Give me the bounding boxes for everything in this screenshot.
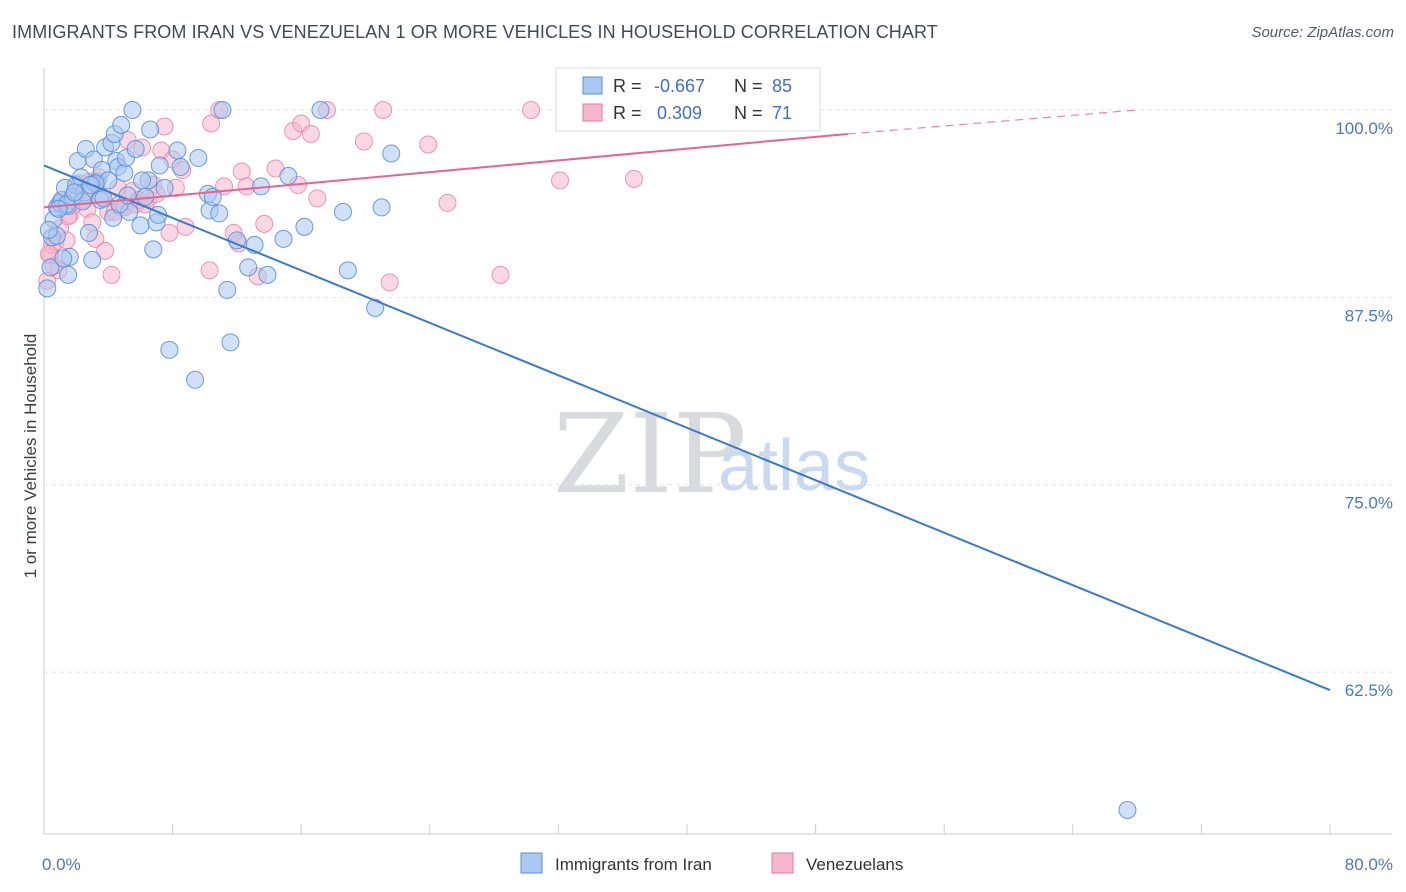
- iran-point: [210, 204, 229, 223]
- iran-point: [38, 279, 57, 298]
- venezuelans-point: [419, 135, 438, 154]
- venezuelans-point: [232, 162, 251, 181]
- iran-point: [133, 171, 152, 190]
- iran-point: [333, 202, 352, 221]
- y-axis-label: 1 or more Vehicles in Household: [21, 334, 40, 579]
- x-tick-label: 0.0%: [42, 855, 81, 874]
- iran-point: [189, 148, 208, 167]
- watermark-zip: ZIP: [553, 390, 747, 518]
- iran-point: [382, 144, 401, 163]
- venezuelans-point: [624, 169, 643, 188]
- venezuelans-r-value: 0.309: [657, 103, 702, 123]
- venezuelans-point: [438, 193, 457, 212]
- iran-point: [372, 198, 391, 217]
- axes: [43, 68, 1392, 835]
- iran-point: [186, 370, 205, 389]
- iran-point: [54, 249, 73, 268]
- y-tick-label: 100.0%: [1335, 119, 1393, 138]
- iran-point: [141, 120, 160, 139]
- venezuelans-point: [380, 273, 399, 292]
- iran-point: [221, 333, 240, 352]
- chart-title: IMMIGRANTS FROM IRAN VS VENEZUELAN 1 OR …: [12, 22, 938, 42]
- iran-point: [1118, 801, 1137, 820]
- venezuelans-point: [255, 214, 274, 233]
- bottom-legend: Immigrants from Iran Venezuelans: [520, 852, 903, 874]
- venezuelans-point: [96, 241, 115, 260]
- iran-point: [311, 100, 330, 119]
- venezuelans-point: [160, 223, 179, 242]
- iran-point: [39, 220, 58, 239]
- iran-point: [65, 183, 84, 202]
- iran-point: [295, 217, 314, 236]
- iran-r-label: R =: [613, 76, 642, 96]
- iran-point: [366, 298, 385, 317]
- y-tick-label: 62.5%: [1345, 681, 1393, 700]
- iran-trend-line: [43, 164, 1331, 692]
- venezuelans-n-value: 71: [772, 103, 792, 123]
- venezuelans-point: [522, 100, 541, 119]
- iran-point: [239, 258, 258, 277]
- venezuelans-point: [551, 171, 570, 190]
- iran-point: [123, 100, 142, 119]
- iran-point: [218, 280, 237, 299]
- iran-point: [171, 157, 190, 176]
- venezuelans-point: [202, 114, 221, 133]
- iran-point: [80, 223, 99, 242]
- iran-point: [160, 340, 179, 359]
- iran-point: [126, 139, 145, 158]
- y-tick-label: 75.0%: [1345, 494, 1393, 513]
- iran-swatch: [582, 76, 603, 95]
- iran-point: [49, 199, 68, 218]
- iran-point: [83, 250, 102, 269]
- tick-labels: 100.0% 87.5% 75.0% 62.5% 0.0% 80.0%: [42, 119, 1393, 874]
- venezuelans-swatch: [582, 103, 603, 122]
- x-tick-label: 80.0%: [1345, 855, 1393, 874]
- venezuelans-trend-extension: [847, 109, 1138, 135]
- iran-n-label: N =: [734, 76, 763, 96]
- iran-point: [258, 265, 277, 284]
- venezuelans-point: [155, 117, 174, 136]
- legend-venezuelans-label: Venezuelans: [806, 855, 903, 874]
- iran-point: [279, 166, 298, 185]
- iran-point: [131, 216, 150, 235]
- iran-point: [168, 141, 187, 160]
- venezuelans-point: [491, 265, 510, 284]
- chart-source: Source: ZipAtlas.com: [1251, 24, 1394, 41]
- legend-iran-label: Immigrants from Iran: [555, 855, 712, 874]
- iran-n-value: 85: [772, 76, 792, 96]
- venezuelans-point: [301, 124, 320, 143]
- iran-point: [112, 115, 131, 134]
- legend-venezuelans-swatch: [771, 852, 794, 874]
- venezuelans-point: [308, 189, 327, 208]
- iran-point: [274, 229, 293, 248]
- iran-point: [144, 240, 163, 259]
- venezuelans-point: [354, 132, 373, 151]
- iran-point: [41, 258, 60, 277]
- iran-point: [150, 156, 169, 175]
- iran-point: [338, 261, 357, 280]
- iran-r-value: -0.667: [654, 76, 705, 96]
- legend-iran-swatch: [520, 852, 543, 874]
- iran-point: [115, 163, 134, 182]
- iran-point: [59, 265, 78, 284]
- y-tick-label: 87.5%: [1345, 306, 1393, 325]
- venezuelans-r-label: R =: [613, 103, 642, 123]
- venezuelans-point: [200, 261, 219, 280]
- venezuelans-point: [102, 265, 121, 284]
- venezuelans-point: [374, 100, 393, 119]
- iran-point: [155, 178, 174, 197]
- iran-point: [213, 100, 232, 119]
- venezuelans-n-label: N =: [734, 103, 763, 123]
- stats-legend: R = -0.667 N = 85 R = 0.309 N = 71: [555, 67, 821, 132]
- venezuelans-trend-line: [43, 132, 848, 209]
- trend-lines: [43, 109, 1331, 692]
